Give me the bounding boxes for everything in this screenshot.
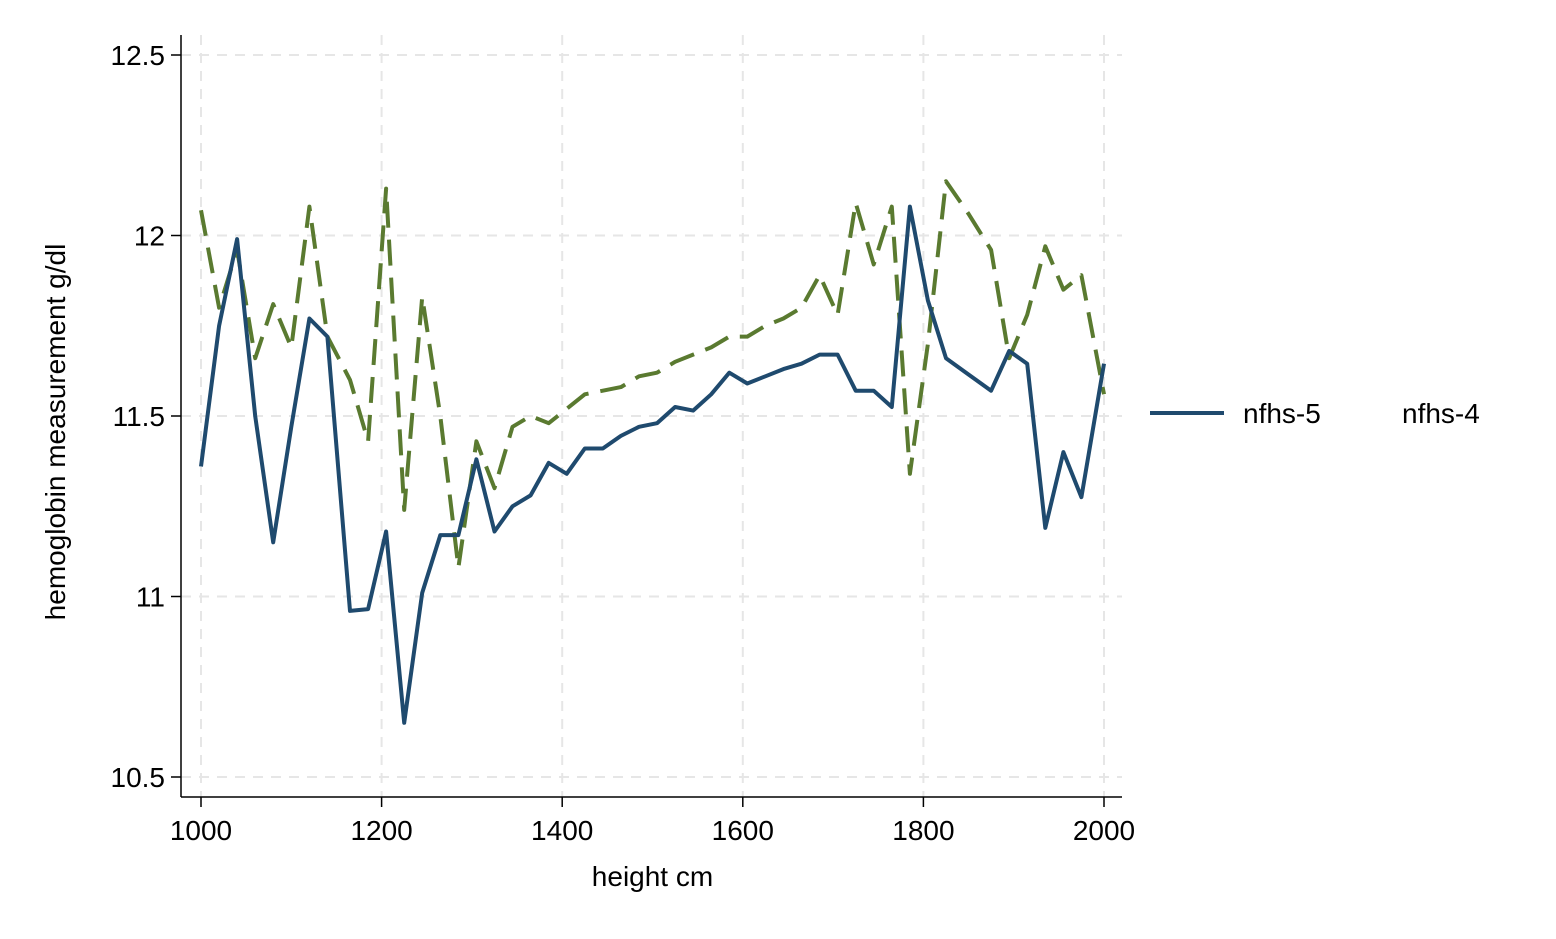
y-tick-label: 11 — [136, 582, 165, 613]
x-tick-label: 1600 — [712, 815, 774, 846]
axis-ticks: 10.5 11 11.5 12 12.5 1000 1200 1400 1600 1800 2000 — [111, 40, 1136, 846]
y-tick-label: 12 — [134, 221, 165, 252]
series-line-nfhs-4 — [199, 179, 1106, 570]
series-line-nfhs-5 — [199, 204, 1106, 725]
y-axis-title: hemoglobin measurement g/dl — [40, 244, 71, 621]
x-tick-label: 1400 — [531, 815, 593, 846]
legend-label-nfhs-5: nfhs-5 — [1243, 398, 1321, 429]
x-tick-label: 1200 — [350, 815, 412, 846]
x-axis-title: height cm — [592, 861, 713, 892]
x-tick-label: 1800 — [892, 815, 954, 846]
x-tick-label: 1000 — [170, 815, 232, 846]
x-tick-label: 2000 — [1073, 815, 1135, 846]
y-tick-label: 11.5 — [113, 401, 165, 432]
y-tick-label: 12.5 — [111, 40, 166, 71]
legend: nfhs-5 nfhs-4 — [1150, 398, 1480, 429]
series-lines — [199, 179, 1106, 725]
y-tick-label: 10.5 — [111, 762, 166, 793]
grid-lines — [181, 35, 1122, 797]
legend-label-nfhs-4: nfhs-4 — [1402, 398, 1480, 429]
